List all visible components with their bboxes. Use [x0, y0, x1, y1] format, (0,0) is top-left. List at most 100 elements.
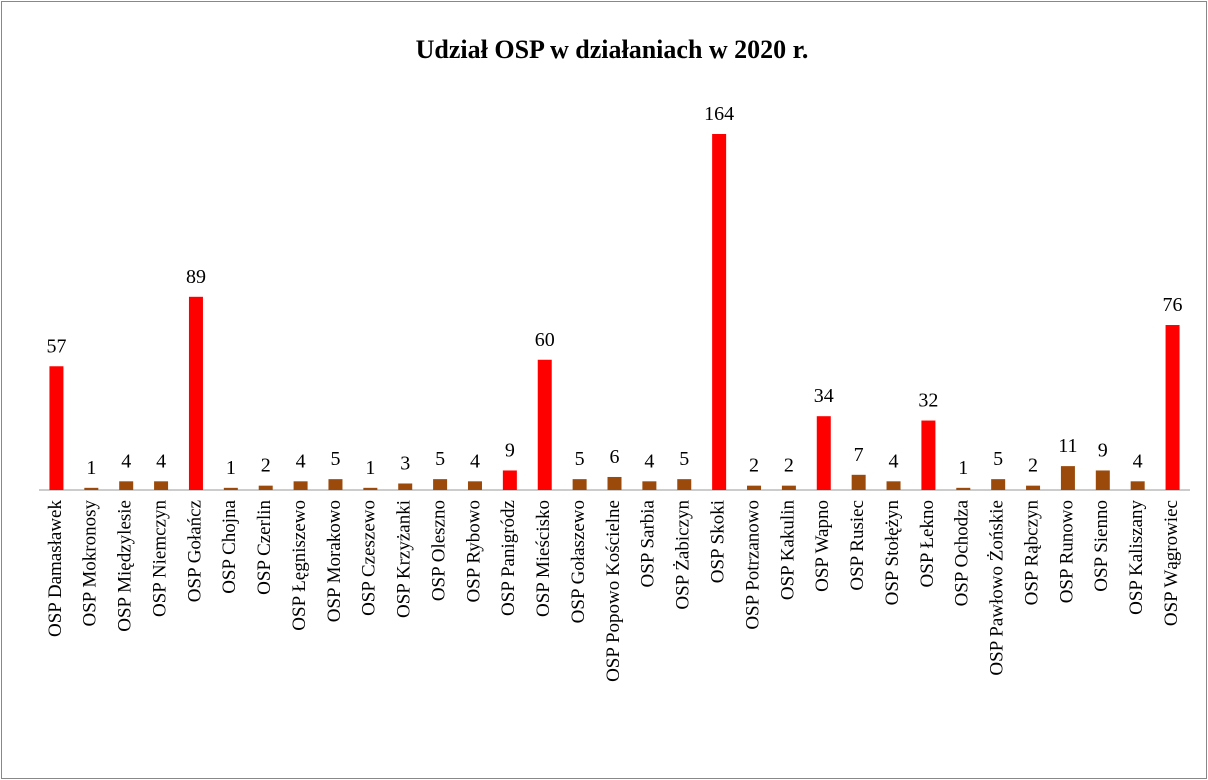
x-tick-label: OSP Panigródz	[498, 500, 519, 616]
bar	[328, 479, 343, 490]
x-tick-label: OSP Czeszewo	[359, 500, 380, 616]
x-tick-label: OSP Międzylesie	[115, 500, 136, 632]
bar	[781, 485, 796, 490]
x-tick-label: OSP Damasławek	[45, 500, 66, 638]
bar	[1130, 481, 1145, 490]
x-tick-label: OSP Wapno	[812, 500, 833, 592]
x-tick-label: OSP Mokronosy	[80, 500, 101, 627]
data-label: 32	[918, 390, 938, 412]
data-label: 1	[226, 457, 236, 479]
x-tick-label: OSP Sarbia	[638, 499, 659, 587]
bar	[921, 420, 936, 490]
x-tick-label: OSP Potrzanowo	[742, 500, 763, 630]
x-tick-label: OSP Niemczyn	[149, 500, 170, 617]
data-label: 1	[86, 457, 96, 479]
bar	[1026, 485, 1041, 490]
bar	[886, 481, 901, 490]
data-label: 9	[1098, 439, 1108, 461]
x-tick-label: OSP Kaliszany	[1126, 500, 1147, 615]
data-label: 5	[435, 448, 445, 470]
data-label: 4	[121, 450, 131, 472]
bar	[572, 479, 587, 490]
x-tick-label: OSP Rusiec	[847, 500, 868, 591]
x-tick-label: OSP Stołężyn	[882, 500, 903, 606]
data-label: 60	[535, 329, 555, 351]
bar	[154, 481, 169, 490]
data-label: 76	[1163, 294, 1183, 316]
data-label: 4	[156, 450, 166, 472]
x-tick-label: OSP Wągrowiec	[1161, 500, 1182, 626]
x-tick-label: OSP Ochodza	[952, 499, 973, 606]
data-label: 1	[365, 457, 375, 479]
x-tick-label: OSP Żabiczyn	[673, 500, 694, 610]
bar	[188, 296, 203, 490]
bar	[49, 366, 64, 490]
x-tick-label: OSP Gołaszewo	[568, 500, 589, 623]
x-tick-label: OSP Rybowo	[463, 500, 484, 603]
data-label: 4	[889, 450, 899, 472]
bar	[467, 481, 482, 490]
data-label: 3	[400, 452, 410, 474]
bar	[398, 483, 413, 490]
bar	[119, 481, 134, 490]
bar	[677, 479, 692, 490]
bar	[1095, 470, 1110, 490]
x-tick-label: OSP Skoki	[707, 500, 728, 583]
bar	[851, 474, 866, 490]
data-label: 5	[993, 448, 1003, 470]
x-tick-label: OSP Oleszno	[428, 500, 449, 601]
x-tick-label: OSP Łekno	[917, 500, 938, 587]
data-label: 5	[575, 448, 585, 470]
data-label: 4	[470, 450, 480, 472]
bar	[747, 485, 762, 490]
data-label: 164	[704, 103, 734, 125]
x-tick-label: OSP Krzyżanki	[394, 500, 415, 618]
x-tick-label: OSP Gołańcz	[184, 500, 205, 602]
chart-title: Udział OSP w działaniach w 2020 r.	[416, 35, 809, 64]
data-label: 9	[505, 439, 515, 461]
data-label: 6	[610, 446, 620, 468]
data-label: 11	[1058, 435, 1077, 457]
x-tick-label: OSP Morakowo	[324, 500, 345, 622]
x-tick-label: OSP Popowo Kościelne	[603, 500, 624, 682]
bar	[84, 487, 99, 490]
bar	[607, 476, 622, 490]
bar	[956, 487, 971, 490]
bar	[537, 359, 552, 490]
data-label: 7	[854, 444, 864, 466]
data-label: 34	[814, 385, 834, 407]
bar	[1165, 325, 1180, 490]
x-tick-label: OSP Sienno	[1091, 500, 1112, 592]
bar	[712, 134, 727, 490]
data-label: 89	[186, 266, 206, 288]
data-label: 1	[958, 457, 968, 479]
x-tick-label: OSP Mieścisko	[533, 500, 554, 617]
bar	[1060, 466, 1075, 490]
x-tick-label: OSP Pawłowo Żońskie	[987, 500, 1008, 676]
data-label: 2	[261, 455, 271, 477]
x-tick-label: OSP Łęgniszewo	[289, 500, 310, 631]
x-tick-label: OSP Chojna	[219, 499, 240, 593]
data-label: 57	[46, 335, 66, 357]
bar	[258, 485, 273, 490]
x-tick-label: OSP Runowo	[1056, 500, 1077, 603]
data-label: 4	[644, 450, 654, 472]
data-label: 2	[1028, 455, 1038, 477]
bar	[223, 487, 238, 490]
data-label: 2	[749, 455, 759, 477]
bar	[502, 470, 517, 490]
data-label: 2	[784, 455, 794, 477]
x-tick-label: OSP Rąbczyn	[1021, 500, 1042, 606]
bar	[293, 481, 308, 490]
x-tick-label: OSP Czerlin	[254, 500, 275, 595]
bar	[642, 481, 657, 490]
bar	[991, 479, 1006, 490]
data-label: 4	[1133, 450, 1143, 472]
bar	[816, 416, 831, 490]
x-tick-label: OSP Kakulin	[777, 500, 798, 601]
bar	[433, 479, 448, 490]
data-label: 4	[296, 450, 306, 472]
data-label: 5	[679, 448, 689, 470]
bar	[363, 487, 378, 490]
